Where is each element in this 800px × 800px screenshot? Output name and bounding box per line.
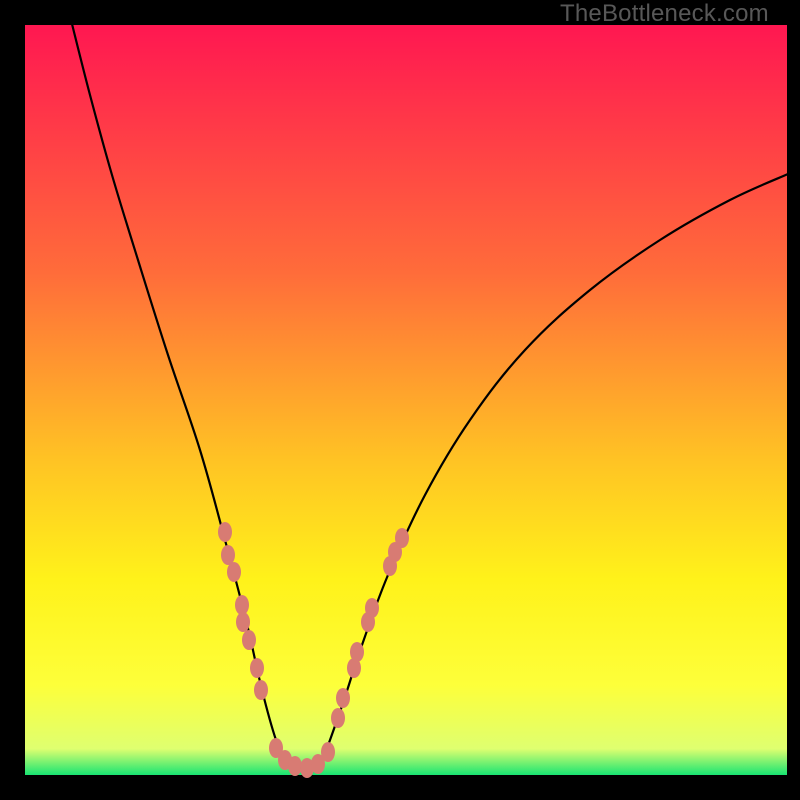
- marker-bottom: [288, 756, 302, 776]
- marker-right: [395, 528, 409, 548]
- curve-right: [320, 174, 788, 767]
- marker-left: [242, 630, 256, 650]
- marker-left: [218, 522, 232, 542]
- curve-layer: [0, 0, 800, 800]
- marker-bottom: [321, 742, 335, 762]
- curve-left: [71, 20, 288, 767]
- marker-left: [227, 562, 241, 582]
- marker-right: [336, 688, 350, 708]
- marker-left: [221, 545, 235, 565]
- marker-right: [331, 708, 345, 728]
- marker-right: [365, 598, 379, 618]
- marker-left: [254, 680, 268, 700]
- marker-right: [350, 642, 364, 662]
- marker-left: [250, 658, 264, 678]
- marker-left: [235, 595, 249, 615]
- chart-frame: TheBottleneck.com: [0, 0, 800, 800]
- watermark-text: TheBottleneck.com: [560, 0, 769, 28]
- marker-left: [236, 612, 250, 632]
